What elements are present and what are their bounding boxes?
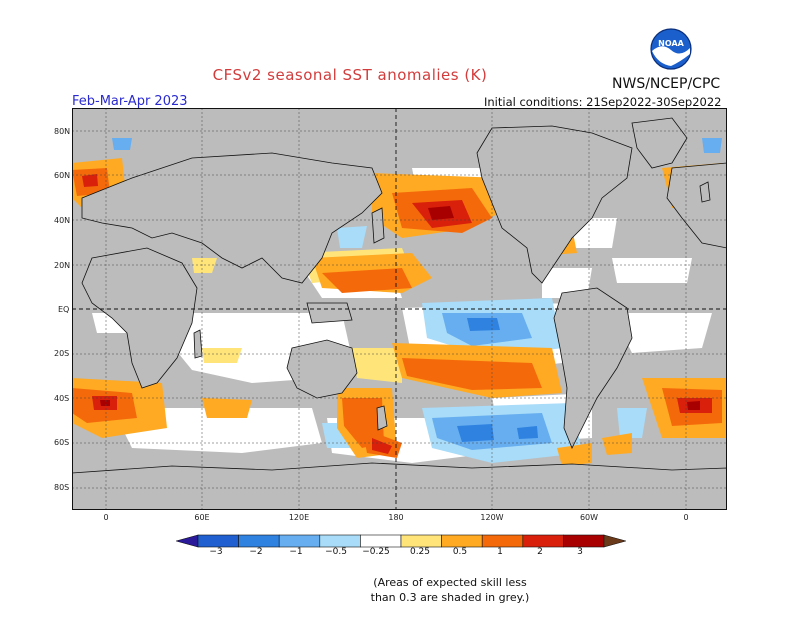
continent-outlines xyxy=(72,117,727,510)
colorbar xyxy=(176,534,626,548)
chart-title: CFSv2 seasonal SST anomalies (K) xyxy=(212,66,488,84)
lat-label: 20N xyxy=(54,261,71,270)
graticule xyxy=(72,108,727,510)
colorbar-label: 0.5 xyxy=(452,547,468,557)
lat-label: 80S xyxy=(54,483,70,492)
lat-label: 80N xyxy=(54,127,71,136)
agency-label: NWS/NCEP/CPC xyxy=(612,76,721,92)
colorbar-segment xyxy=(319,534,361,548)
colorbar-label: −1 xyxy=(289,547,303,557)
south-america xyxy=(553,287,633,449)
australia xyxy=(286,339,358,399)
colorbar-label: −0.5 xyxy=(325,547,347,557)
reference-lines xyxy=(72,108,727,510)
skill-note-line-2: than 0.3 are shaded in grey.) xyxy=(370,591,530,604)
colorbar-segment xyxy=(603,534,626,548)
initial-conditions-label: Initial conditions: 21Sep2022-30Sep2022 xyxy=(484,95,722,109)
colorbar-segment xyxy=(278,534,321,548)
colorbar-label: −0.25 xyxy=(362,547,390,557)
lon-label: 120E xyxy=(288,513,310,522)
greenland xyxy=(631,117,688,169)
map-frame xyxy=(72,108,727,510)
season-label: Feb-Mar-Apr 2023 xyxy=(72,94,188,109)
colorbar-label: 2 xyxy=(537,547,543,557)
colorbar-label: 1 xyxy=(497,547,503,557)
colorbar-label: 3 xyxy=(577,547,583,557)
lat-label: 20S xyxy=(54,349,70,358)
colorbar-segment xyxy=(563,534,605,548)
lat-label: 40N xyxy=(54,216,71,225)
colorbar-segment xyxy=(176,534,199,548)
colorbar-label: 0.25 xyxy=(409,547,431,557)
skill-note-line-1: (Areas of expected skill less xyxy=(373,576,527,589)
europe-west xyxy=(666,162,727,249)
colorbar-segment xyxy=(238,534,280,548)
colorbar-label: −2 xyxy=(249,547,263,557)
logo-text: NOAA xyxy=(658,39,684,48)
lon-label: 180 xyxy=(388,513,404,522)
maritime-continent xyxy=(306,302,353,324)
sst-anomaly-map xyxy=(72,108,727,510)
new-zealand xyxy=(376,405,388,431)
lon-label: 60E xyxy=(194,513,210,522)
noaa-logo: NOAA xyxy=(650,28,692,70)
colorbar-segment xyxy=(400,534,442,548)
lon-label: 0 xyxy=(683,513,689,522)
lon-label: 120W xyxy=(480,513,504,522)
colorbar-segment xyxy=(197,534,239,548)
lat-label: EQ xyxy=(58,305,70,314)
colorbar-segment xyxy=(360,534,402,548)
colorbar-segment xyxy=(522,534,564,548)
lat-label: 60S xyxy=(54,438,70,447)
colorbar-segment xyxy=(481,534,524,548)
africa xyxy=(81,247,198,389)
japan xyxy=(371,207,385,244)
eurasia xyxy=(81,152,383,284)
lat-label: 40S xyxy=(54,394,70,403)
colorbar-label: −3 xyxy=(209,547,223,557)
colorbar-segment xyxy=(441,534,483,548)
north-america xyxy=(476,125,633,284)
lon-label: 60W xyxy=(579,513,599,522)
british-isles xyxy=(699,181,711,203)
lat-label: 60N xyxy=(54,171,71,180)
lon-label: 0 xyxy=(103,513,109,522)
antarctica xyxy=(72,462,727,510)
extreme-warm-anomaly-areas xyxy=(100,206,700,410)
